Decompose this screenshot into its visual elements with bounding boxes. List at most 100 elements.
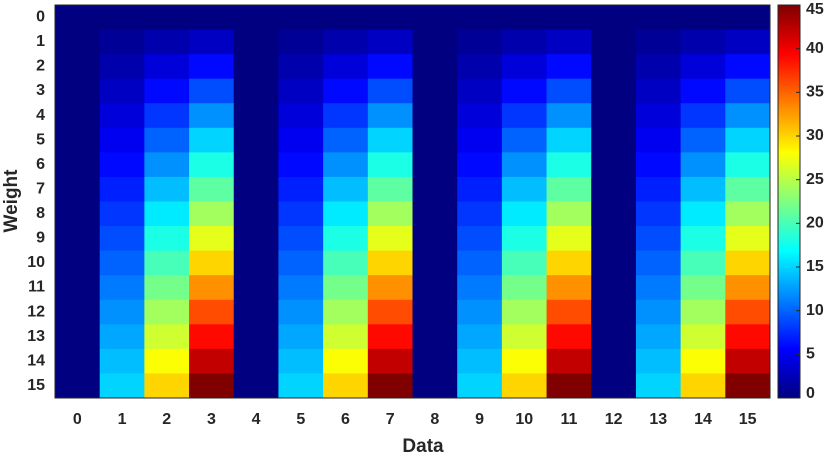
heatmap-cell bbox=[189, 299, 235, 325]
heatmap-cell bbox=[725, 250, 771, 276]
x-tick-label: 9 bbox=[475, 411, 484, 428]
x-tick-label: 5 bbox=[296, 411, 305, 428]
heatmap-cell bbox=[367, 226, 413, 252]
heatmap-cell bbox=[725, 54, 771, 80]
heatmap-cell bbox=[457, 127, 503, 153]
heatmap-cell bbox=[591, 5, 637, 31]
heatmap-cell bbox=[189, 275, 235, 301]
heatmap-cell bbox=[278, 5, 324, 31]
heatmap-cell bbox=[278, 176, 324, 202]
x-tick-label: 10 bbox=[515, 411, 533, 428]
heatmap-cell bbox=[457, 373, 503, 399]
heatmap-cell bbox=[725, 299, 771, 325]
heatmap-cell bbox=[323, 152, 369, 178]
heatmap-cell bbox=[725, 5, 771, 31]
y-tick-label: 6 bbox=[36, 156, 45, 173]
heatmap-cell bbox=[367, 299, 413, 325]
colorbar bbox=[777, 4, 801, 399]
x-tick-label: 12 bbox=[605, 411, 623, 428]
heatmap-cell bbox=[189, 176, 235, 202]
heatmap-cell bbox=[501, 78, 548, 104]
heatmap-cell bbox=[591, 54, 637, 80]
heatmap-cell bbox=[457, 201, 503, 227]
heatmap-cell bbox=[278, 78, 324, 104]
heatmap-cell bbox=[144, 201, 190, 227]
heatmap-cell bbox=[99, 373, 145, 399]
heatmap-cell bbox=[680, 250, 726, 276]
heatmap-cell bbox=[55, 127, 101, 153]
heatmap-cell bbox=[144, 54, 190, 80]
heatmap-cell bbox=[546, 299, 592, 325]
heatmap-cell bbox=[99, 127, 145, 153]
heatmap-cell bbox=[635, 176, 682, 202]
heatmap-cell bbox=[457, 348, 503, 374]
heatmap-cell bbox=[55, 176, 101, 202]
heatmap-cell bbox=[680, 103, 726, 129]
heatmap-cell bbox=[680, 5, 726, 31]
heatmap-cell bbox=[412, 250, 458, 276]
heatmap-cell bbox=[278, 103, 324, 129]
colorbar-tick-label: 25 bbox=[806, 171, 824, 188]
heatmap-cell bbox=[412, 152, 458, 178]
heatmap-cell bbox=[591, 78, 637, 104]
heatmap-cell bbox=[367, 5, 413, 31]
heatmap-cell bbox=[546, 348, 592, 374]
y-tick-label: 8 bbox=[36, 205, 45, 222]
heatmap-cell bbox=[278, 324, 324, 350]
heatmap-cell bbox=[144, 29, 190, 55]
heatmap-cell bbox=[367, 152, 413, 178]
heatmap-cell bbox=[412, 103, 458, 129]
heatmap-cell bbox=[189, 78, 235, 104]
heatmap-cell bbox=[725, 324, 771, 350]
heatmap-cell bbox=[189, 29, 235, 55]
x-tick-label: 0 bbox=[73, 411, 82, 428]
heatmap-cell bbox=[680, 299, 726, 325]
x-tick-label: 2 bbox=[162, 411, 171, 428]
heatmap-cell bbox=[55, 275, 101, 301]
heatmap-cell bbox=[725, 348, 771, 374]
heatmap-cell bbox=[412, 127, 458, 153]
heatmap-cell bbox=[55, 103, 101, 129]
x-tick-label: 6 bbox=[341, 411, 350, 428]
heatmap-cell bbox=[144, 152, 190, 178]
heatmap-cell bbox=[501, 324, 548, 350]
heatmap-cell bbox=[501, 250, 548, 276]
heatmap-cell bbox=[278, 348, 324, 374]
heatmap-cell bbox=[233, 103, 279, 129]
heatmap-cell bbox=[635, 275, 682, 301]
heatmap-cell bbox=[323, 201, 369, 227]
heatmap-cell bbox=[55, 152, 101, 178]
heatmap-cell bbox=[412, 29, 458, 55]
heatmap-cell bbox=[55, 201, 101, 227]
heatmap-cell bbox=[99, 299, 145, 325]
heatmap-cell bbox=[501, 275, 548, 301]
colorbar-tick-label: 40 bbox=[806, 40, 824, 57]
heatmap-cell bbox=[189, 250, 235, 276]
heatmap-cell bbox=[55, 373, 101, 399]
heatmap-cell bbox=[233, 201, 279, 227]
heatmap-cell bbox=[680, 275, 726, 301]
heatmap-cell bbox=[99, 275, 145, 301]
heatmap-cell bbox=[412, 78, 458, 104]
heatmap-cell bbox=[99, 324, 145, 350]
heatmap-cell bbox=[367, 78, 413, 104]
heatmap-cell bbox=[457, 176, 503, 202]
y-tick-label: 10 bbox=[27, 254, 45, 271]
heatmap-cell bbox=[99, 348, 145, 374]
heatmap-cell bbox=[367, 176, 413, 202]
heatmap-cell bbox=[591, 103, 637, 129]
heatmap-cell bbox=[412, 176, 458, 202]
heatmap-cell bbox=[412, 299, 458, 325]
heatmap-cell bbox=[680, 127, 726, 153]
heatmap-cell bbox=[278, 373, 324, 399]
heatmap-cell bbox=[144, 373, 190, 399]
heatmap-cell bbox=[189, 226, 235, 252]
heatmap-cell bbox=[457, 78, 503, 104]
heatmap-cell bbox=[99, 176, 145, 202]
heatmap-cell bbox=[501, 152, 548, 178]
heatmap-cell bbox=[323, 275, 369, 301]
heatmap-cell bbox=[278, 250, 324, 276]
heatmap-cell bbox=[144, 127, 190, 153]
heatmap-cell bbox=[144, 275, 190, 301]
heatmap-cell bbox=[144, 324, 190, 350]
